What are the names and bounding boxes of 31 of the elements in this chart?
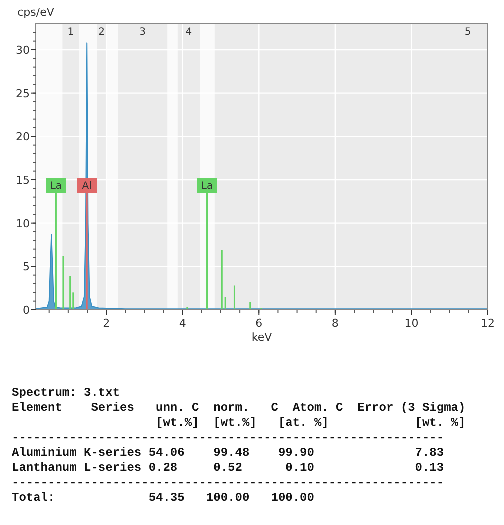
y-tick-label: 20 xyxy=(16,130,30,144)
text: Aluminium K-series 54.06 99.48 99.90 7.83 xyxy=(12,446,444,460)
band-label: 4 xyxy=(186,27,192,38)
text: ------------------------------------------------------------ xyxy=(12,476,444,490)
y-tick-label: 30 xyxy=(16,44,30,57)
text: ------------------------------------------------------------ xyxy=(12,431,444,445)
text: Element Series unn. C norm. C Atom. C Error (3 Sigma) xyxy=(12,401,466,415)
x-tick-label: 4 xyxy=(179,317,186,330)
x-tick-label: 2 xyxy=(103,317,110,330)
x-axis-title: keV xyxy=(252,331,273,344)
band-label: 3 xyxy=(140,27,146,38)
text: Total: 54.35 100.00 100.00 xyxy=(12,491,314,505)
text: Lanthanum L-series 0.28 0.52 0.10 0.13 xyxy=(12,461,444,475)
x-tick-label: 6 xyxy=(256,317,263,330)
annotation: La xyxy=(201,181,214,192)
annotation: La xyxy=(50,181,62,192)
text: Spectrum: 3.txt xyxy=(12,386,120,400)
y-axis-title: cps/eV xyxy=(18,6,55,19)
y-tick-label: 15 xyxy=(16,174,30,187)
band-label: 5 xyxy=(464,27,472,38)
x-tick-label: 8 xyxy=(332,317,339,330)
y-tick-label: 10 xyxy=(16,217,30,230)
y-tick-label: 25 xyxy=(16,87,30,100)
band-label: 2 xyxy=(98,27,105,38)
band-label: 1 xyxy=(68,27,74,38)
y-tick-label: 0 xyxy=(23,304,30,317)
x-tick-label: 10 xyxy=(404,317,419,330)
x-tick-label: 12 xyxy=(481,317,495,330)
y-tick-label: 5 xyxy=(23,260,30,274)
annotation: Al xyxy=(82,181,92,192)
text: [wt.%] [wt.%] [at. %] [wt. %] xyxy=(12,416,466,430)
